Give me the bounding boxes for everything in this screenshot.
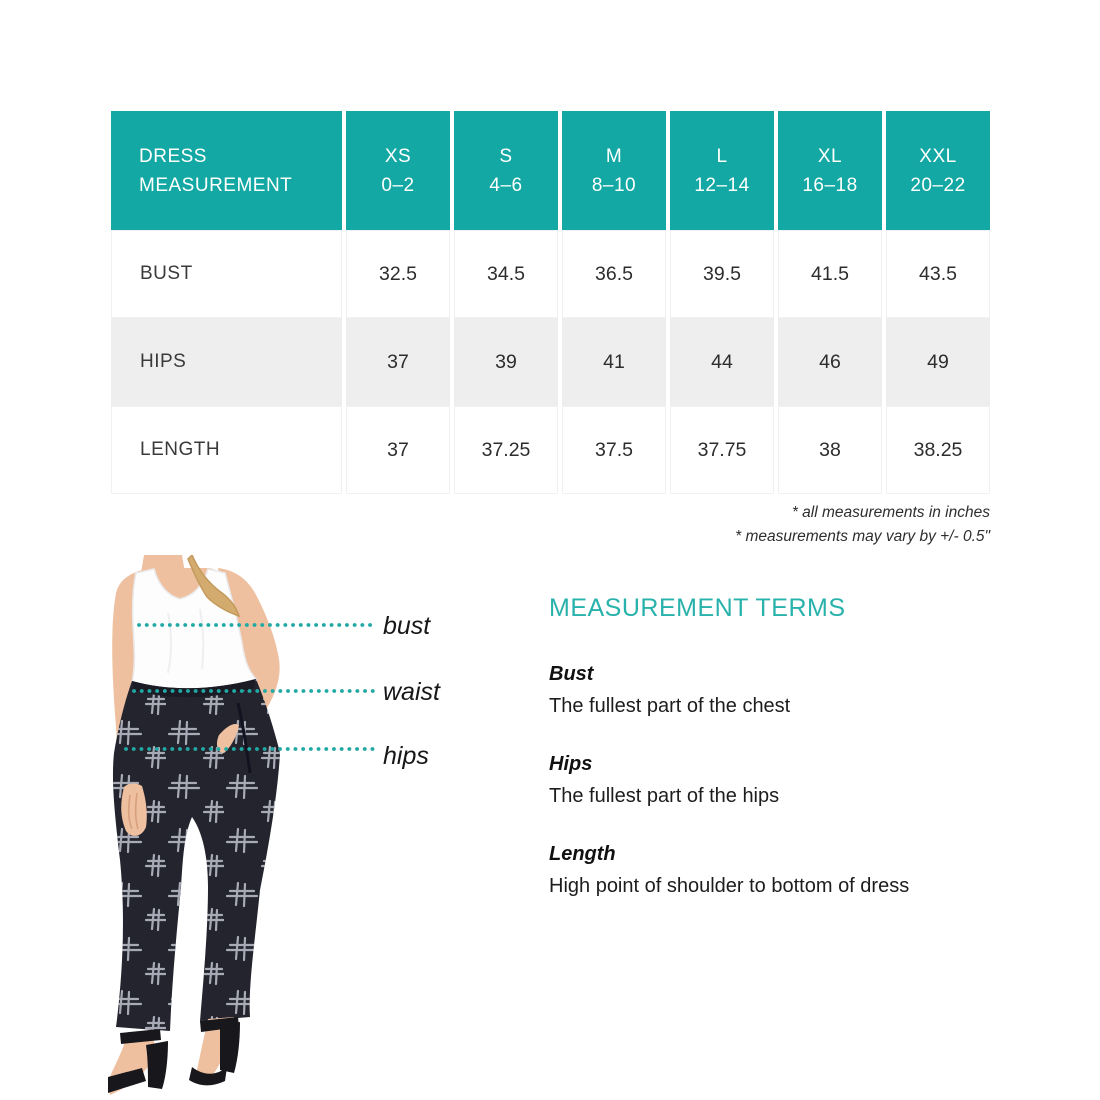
size-name: XL [817,145,843,167]
size-header-s: S 4–6 [454,111,558,230]
size-header-l: L 12–14 [670,111,774,230]
cell-bust-m: 36.5 [562,230,666,318]
header-title-line2: MEASUREMENT [139,174,293,196]
cell-length-m: 37.5 [562,406,666,494]
footnote-tolerance: * measurements may vary by +/- 0.5" [735,528,990,545]
heeled-sandals [108,1017,240,1093]
cell-length-xs: 37 [346,406,450,494]
cell-bust-xxl: 43.5 [886,230,990,318]
cell-length-s: 37.25 [454,406,558,494]
term-length: Length High point of shoulder to bottom … [549,841,1019,899]
term-name: Length [549,843,616,865]
size-name: M [605,145,623,167]
size-header-xl: XL 16–18 [778,111,882,230]
hips-line-label: hips [383,742,429,770]
size-range: 0–2 [381,174,415,196]
row-label-bust: BUST [111,230,342,318]
table-row-length: LENGTH 37 37.25 37.5 37.75 38 38.25 [111,406,990,494]
header-title-line1: DRESS [139,145,207,167]
cell-hips-xs: 37 [346,318,450,406]
table-header-row: DRESS MEASUREMENT XS 0–2 S 4–6 M 8–10 L [111,111,990,230]
row-label-length: LENGTH [111,406,342,494]
cell-hips-m: 41 [562,318,666,406]
size-header-m: M 8–10 [562,111,666,230]
bust-line-label: bust [383,612,431,640]
cell-hips-xxl: 49 [886,318,990,406]
term-hips: Hips The fullest part of the hips [549,751,1019,809]
table-row-hips: HIPS 37 39 41 44 46 49 [111,318,990,406]
table-footnotes: * all measurements in inches * measureme… [735,501,990,549]
cell-length-xl: 38 [778,406,882,494]
term-name: Hips [549,753,593,775]
term-definition: The fullest part of the hips [549,785,780,807]
size-table-section: DRESS MEASUREMENT XS 0–2 S 4–6 M 8–10 L [107,111,994,494]
term-definition: High point of shoulder to bottom of dres… [549,875,910,897]
model-photo: bust waist hips [108,555,448,1100]
cell-bust-s: 34.5 [454,230,558,318]
table-row-bust: BUST 32.5 34.5 36.5 39.5 41.5 43.5 [111,230,990,318]
size-range: 16–18 [802,174,858,196]
size-header-xxl: XXL 20–22 [886,111,990,230]
patterned-pants [112,679,280,1031]
size-header-xs: XS 0–2 [346,111,450,230]
measurement-terms-title: MEASUREMENT TERMS [549,594,846,622]
cell-hips-s: 39 [454,318,558,406]
header-dress-measurement: DRESS MEASUREMENT [111,111,342,230]
right-hand [216,724,239,753]
left-hand [121,783,147,836]
size-name: L [716,145,728,167]
waistband [132,679,256,698]
size-range: 4–6 [489,174,523,196]
size-name: S [499,145,513,167]
measure-lines [124,623,376,751]
measurement-terms-section: MEASUREMENT TERMS Bust The fullest part … [549,593,1019,931]
cell-bust-l: 39.5 [670,230,774,318]
term-name: Bust [549,663,594,685]
size-table: DRESS MEASUREMENT XS 0–2 S 4–6 M 8–10 L [107,111,994,494]
size-range: 20–22 [910,174,966,196]
cell-hips-xl: 46 [778,318,882,406]
cell-bust-xl: 41.5 [778,230,882,318]
term-bust: Bust The fullest part of the chest [549,661,1019,719]
model-figure-svg [108,555,376,1095]
cell-length-xxl: 38.25 [886,406,990,494]
size-name: XXL [919,145,957,167]
term-definition: The fullest part of the chest [549,695,791,717]
size-range: 8–10 [591,174,637,196]
footnote-units: * all measurements in inches [791,504,990,521]
cell-bust-xs: 32.5 [346,230,450,318]
waist-line-label: waist [383,678,440,706]
cell-length-l: 37.75 [670,406,774,494]
size-range: 12–14 [694,174,750,196]
size-name: XS [384,145,412,167]
hair [187,555,241,618]
pocket-slit [236,702,252,774]
cell-hips-l: 44 [670,318,774,406]
row-label-hips: HIPS [111,318,342,406]
